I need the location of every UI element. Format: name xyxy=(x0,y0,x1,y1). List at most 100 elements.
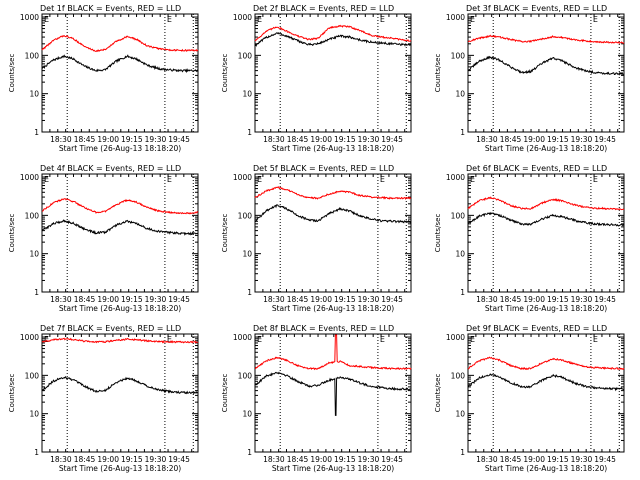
y-axis-label: Counts/sec xyxy=(221,374,229,413)
plot-frame xyxy=(254,13,412,133)
y-tick-label: 1000 xyxy=(446,173,465,182)
marker-label: E xyxy=(257,335,262,344)
y-axis-label: Counts/sec xyxy=(8,214,16,253)
x-tick-label: 19:45 xyxy=(381,135,403,144)
x-tick-label: 18:30 xyxy=(476,295,498,304)
marker-label: E xyxy=(593,335,598,344)
y-axis: 1 10 100 1000 Counts/sec xyxy=(434,333,624,457)
events-series-line xyxy=(254,32,412,47)
y-tick-label: 1000 xyxy=(20,333,39,342)
y-tick-label: 1 xyxy=(34,448,39,457)
y-axis: 1 10 100 1000 Counts/sec xyxy=(434,13,624,137)
x-tick-label: 19:15 xyxy=(334,295,356,304)
y-tick-label: 100 xyxy=(238,211,253,220)
y-tick-label: 100 xyxy=(25,371,40,380)
chart-title: Det 3f BLACK = Events, RED = LLD xyxy=(466,4,607,13)
y-axis-label: Counts/sec xyxy=(434,374,442,413)
x-tick-label: 19:00 xyxy=(310,295,332,304)
marker-label: E xyxy=(167,335,172,344)
marker-label: E xyxy=(593,15,598,24)
y-axis-label: Counts/sec xyxy=(221,54,229,93)
marker-label: E xyxy=(257,15,262,24)
y-axis: 1 10 100 1000 Counts/sec xyxy=(8,173,198,297)
chart-panel-2: Det 2f BLACK = Events, RED = LLD 1 10 100 10… xyxy=(221,4,412,153)
chart-panel-1: Det 1f BLACK = Events, RED = LLD 1 10 100 10… xyxy=(8,4,199,153)
chart-panel-8: Det 8f BLACK = Events, RED = LLD 1 10 100 10… xyxy=(221,324,412,473)
y-tick-label: 100 xyxy=(451,371,466,380)
y-tick-label: 1 xyxy=(460,448,465,457)
events-series-line xyxy=(41,375,198,395)
x-axis-label: Start Time (26-Aug-13 18:18:20) xyxy=(485,304,607,313)
marker-label: E xyxy=(380,15,385,24)
y-tick-label: 10 xyxy=(242,410,252,419)
x-tick-label: 18:45 xyxy=(74,135,96,144)
plot-frame xyxy=(467,13,625,133)
y-tick-label: 10 xyxy=(455,250,465,259)
y-tick-label: 1000 xyxy=(20,173,39,182)
x-tick-label: 19:15 xyxy=(121,455,143,464)
y-tick-label: 1000 xyxy=(233,13,252,22)
y-tick-label: 10 xyxy=(29,90,39,99)
x-tick-label: 19:30 xyxy=(145,455,167,464)
plot-frame xyxy=(41,13,199,133)
series-group xyxy=(254,24,412,47)
y-tick-label: 1000 xyxy=(446,13,465,22)
x-tick-label: 18:30 xyxy=(263,295,285,304)
y-tick-label: 1 xyxy=(460,128,465,137)
x-axis-label: Start Time (26-Aug-13 18:18:20) xyxy=(59,464,181,473)
events-series-line xyxy=(467,55,625,76)
y-tick-label: 100 xyxy=(238,51,253,60)
x-axis-label: Start Time (26-Aug-13 18:18:20) xyxy=(272,144,394,153)
lld-series-line xyxy=(254,186,412,200)
plot-frame xyxy=(467,173,625,293)
x-tick-label: 18:30 xyxy=(263,455,285,464)
lld-series-line xyxy=(41,34,199,53)
chart-panel-9: Det 9f BLACK = Events, RED = LLD 1 10 100 10… xyxy=(434,324,625,473)
x-tick-label: 18:45 xyxy=(287,455,309,464)
events-series-line xyxy=(41,219,199,236)
chart-title: Det 2f BLACK = Events, RED = LLD xyxy=(253,4,394,13)
x-tick-label: 19:15 xyxy=(121,135,143,144)
x-tick-label: 19:00 xyxy=(310,135,332,144)
lld-series-line xyxy=(254,24,412,42)
y-tick-label: 100 xyxy=(25,211,40,220)
y-tick-label: 100 xyxy=(451,211,466,220)
x-tick-label: 19:15 xyxy=(121,295,143,304)
lld-series-line xyxy=(467,196,625,211)
marker-label: E xyxy=(380,335,385,344)
x-tick-label: 19:30 xyxy=(571,295,593,304)
x-tick-label: 18:30 xyxy=(50,135,72,144)
y-axis: 1 10 100 1000 Counts/sec xyxy=(221,333,411,457)
y-axis-label: Counts/sec xyxy=(434,214,442,253)
y-tick-label: 10 xyxy=(242,250,252,259)
y-tick-label: 10 xyxy=(455,410,465,419)
series-group xyxy=(254,186,412,224)
marker-label: E xyxy=(167,175,172,184)
y-axis: 1 10 100 1000 Counts/sec xyxy=(221,13,411,137)
y-tick-label: 1 xyxy=(34,128,39,137)
chart-panel-7: Det 7f BLACK = Events, RED = LLD 1 10 100 10… xyxy=(8,324,199,473)
plot-frame xyxy=(41,173,199,293)
events-series-line xyxy=(254,371,412,416)
y-tick-label: 10 xyxy=(29,410,39,419)
marker-label: E xyxy=(380,175,385,184)
marker-label: E xyxy=(593,175,598,184)
marker-label: E xyxy=(470,15,475,24)
x-tick-label: 18:30 xyxy=(50,295,72,304)
y-axis-label: Counts/sec xyxy=(8,374,16,413)
y-tick-label: 100 xyxy=(238,371,253,380)
y-tick-label: 10 xyxy=(242,90,252,99)
y-tick-label: 1000 xyxy=(233,173,252,182)
events-series-line xyxy=(255,204,412,224)
x-tick-label: 19:45 xyxy=(594,455,616,464)
x-axis-label: Start Time (26-Aug-13 18:18:20) xyxy=(485,144,607,153)
chart-title: Det 8f BLACK = Events, RED = LLD xyxy=(253,324,394,333)
x-tick-label: 19:00 xyxy=(97,295,119,304)
